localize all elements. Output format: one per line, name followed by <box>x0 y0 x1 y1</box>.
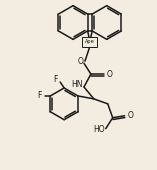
Text: HN: HN <box>71 81 83 89</box>
Text: O: O <box>107 70 113 79</box>
Text: O: O <box>78 57 84 66</box>
Text: F: F <box>53 75 57 83</box>
Text: F: F <box>37 91 42 100</box>
Text: Ape: Ape <box>85 39 95 44</box>
Text: O: O <box>127 111 133 120</box>
FancyBboxPatch shape <box>82 37 97 47</box>
Text: HO: HO <box>93 125 105 134</box>
